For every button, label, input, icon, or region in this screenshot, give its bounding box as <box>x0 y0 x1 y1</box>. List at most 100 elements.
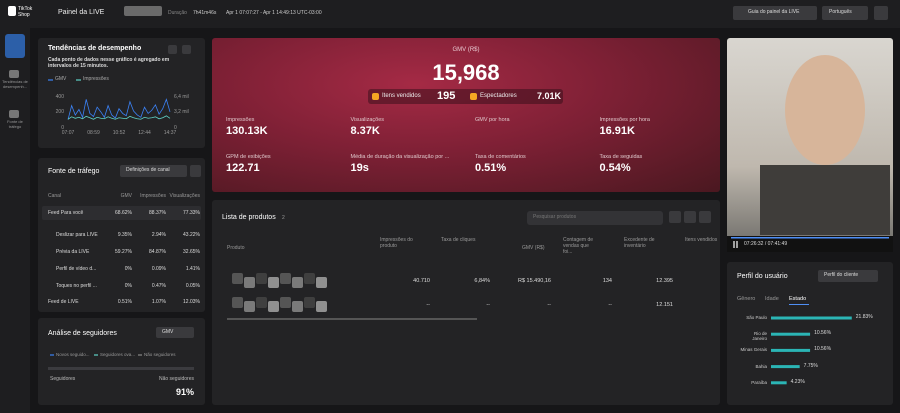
table-cell: 12.395 <box>656 278 673 284</box>
metric-label: GPM de exibições <box>226 154 271 160</box>
table-cell: Prévia da LIVE <box>56 249 90 255</box>
next-button[interactable] <box>190 165 201 177</box>
table-cell: Feed Para você <box>48 210 84 216</box>
metric-dropdown[interactable] <box>156 327 194 338</box>
language-button[interactable] <box>822 6 868 20</box>
column-header: GMV (R$) <box>522 245 545 251</box>
description: Cada ponto de dados nesse gráfico é agre… <box>48 57 170 69</box>
dropdown-label[interactable]: GMV <box>162 329 174 335</box>
search-placeholder[interactable]: Pesquisar produtos <box>533 214 577 220</box>
video-progress <box>731 237 889 239</box>
table-cell: 0.51% <box>117 299 132 305</box>
fullscreen-button[interactable] <box>874 6 888 20</box>
category-label: Rio de Janeiro <box>752 331 767 342</box>
icon-button[interactable] <box>684 211 696 223</box>
table-cell: 68.62% <box>115 210 132 216</box>
metric-label: Impressões <box>226 117 255 123</box>
metric-value: 0.51% <box>475 162 507 174</box>
table-cell: 0.47% <box>151 283 166 289</box>
table-cell: 32.65% <box>183 249 200 255</box>
category-label: Minas Gerais <box>740 347 767 353</box>
metric-value: 122.71 <box>226 162 260 174</box>
guide-button[interactable] <box>733 6 817 20</box>
label: Não seguidores <box>158 376 194 382</box>
product-thumbnail <box>268 277 279 288</box>
product-thumbnail <box>232 273 243 284</box>
product-thumbnail <box>268 301 279 312</box>
table-cell: -- <box>608 302 612 308</box>
y2-tick-label: 3,2 mil <box>174 109 189 116</box>
value-label: 7.75% <box>803 362 818 369</box>
metric-value: 16.91K <box>599 125 635 137</box>
product-thumbnail <box>256 273 267 284</box>
table-cell: 88.37% <box>149 210 166 216</box>
sidebar-icon[interactable] <box>9 70 19 78</box>
guide-button-label[interactable]: Guia do painel da LIVE <box>748 9 800 15</box>
legend-label: Não seguidores <box>144 352 176 357</box>
metric-label: Visualizações <box>350 117 385 123</box>
tab[interactable]: Estado <box>789 296 807 302</box>
tab[interactable]: Gênero <box>737 296 756 302</box>
brand: TikTok Shop <box>18 6 33 18</box>
product-thumbnail <box>316 277 327 288</box>
profile-dropdown[interactable] <box>818 270 878 282</box>
column-header: Visualizações <box>169 193 200 199</box>
metric-label: Média de duração da visualização por ... <box>350 154 450 160</box>
icon-button[interactable] <box>669 211 681 223</box>
y2-tick-label: 6,4 mil <box>174 93 189 100</box>
language-label[interactable]: Português <box>829 9 852 15</box>
category-label: Paraíba <box>751 379 767 385</box>
bar <box>771 332 811 336</box>
settings-button-label[interactable]: Definições de canal <box>126 167 170 173</box>
table-cell: 0% <box>124 283 132 289</box>
category-label: São Paulo <box>746 315 767 320</box>
legend-label: Novos seguido... <box>56 352 90 357</box>
category-label: Bahia <box>755 363 767 369</box>
table-cell: 134 <box>602 278 612 284</box>
product-thumbnail <box>232 297 243 308</box>
icon-button[interactable] <box>168 45 177 54</box>
table-cell: -- <box>547 302 551 308</box>
search-box[interactable] <box>527 211 663 225</box>
metric-label: GMV por hora <box>475 117 510 123</box>
metric-value: 8.37K <box>350 125 380 137</box>
sidebar-label[interactable]: Tendências de desempenh... <box>2 79 28 89</box>
x-tick-label: 07:07 <box>61 130 75 136</box>
logo-icon <box>8 6 16 16</box>
table-cell: 6,84% <box>474 278 490 284</box>
sidebar-label[interactable]: Fonte de tráfego <box>7 119 23 129</box>
sidebar-active[interactable] <box>5 34 25 58</box>
icon-button[interactable] <box>699 211 711 223</box>
table-cell: -- <box>486 302 490 308</box>
metric-label: Taxa de seguidas <box>599 154 643 160</box>
settings-button[interactable] <box>120 165 187 177</box>
table-cell: Perfil de vídeo d... <box>56 266 97 272</box>
metric-label: Impressões por hora <box>599 117 650 123</box>
bar <box>771 348 811 352</box>
trend-line <box>67 98 171 120</box>
product-thumbnail <box>256 297 267 308</box>
dropdown-label[interactable]: Perfil do cliente <box>824 272 859 278</box>
table-cell: Feed de LIVE <box>48 299 79 305</box>
video-person <box>785 55 865 165</box>
tab[interactable]: Idade <box>765 296 779 302</box>
metric-value: 0.54% <box>599 162 631 174</box>
product-thumbnail <box>244 277 255 288</box>
icon-button[interactable] <box>182 45 191 54</box>
column-header: Canal <box>48 193 62 199</box>
y-tick-label: 400 <box>55 93 64 100</box>
gmv-label: GMV (R$) <box>452 47 480 53</box>
blurred-name <box>124 6 162 16</box>
table-cell: 84.87% <box>149 249 166 255</box>
sidebar-icon[interactable] <box>9 110 19 118</box>
value-label: 10.56% <box>814 346 832 353</box>
page-title: Painel da LIVE <box>58 9 105 16</box>
y-tick-label: 200 <box>55 109 64 116</box>
column-header: Excedente de inventário <box>624 237 655 249</box>
x-tick-label: 10:52 <box>112 130 126 136</box>
time-range: Apr 1 07:07:27 - Apr 1 14:49:13 UTC-03:0… <box>226 10 322 16</box>
table-cell: 1.07% <box>151 299 166 305</box>
y2-tick-label: 0 <box>174 125 177 131</box>
value-label: 4.23% <box>790 378 805 385</box>
